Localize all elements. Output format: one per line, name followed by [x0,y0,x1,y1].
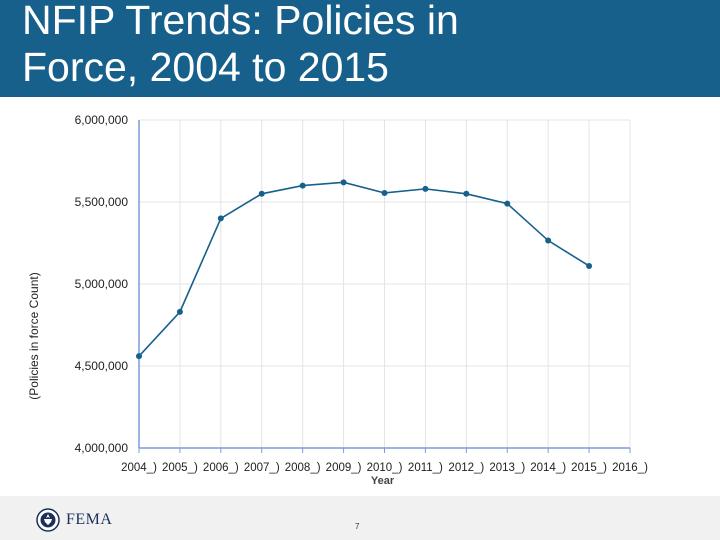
y-tick-label: 5,000,000 [75,277,129,291]
page-number: 7 [355,522,360,531]
x-tick-label: 2012_) [448,462,484,474]
y-tick-label: 4,500,000 [75,359,129,373]
x-tick-label: 2016_) [612,462,648,474]
axes [138,120,631,453]
data-point [299,182,306,189]
x-tick-label: 2006_) [203,462,239,474]
slide-title: NFIP Trends: Policies in Force, 2004 to … [22,0,702,91]
series-policies-in-force [136,179,593,360]
data-point [463,190,470,197]
series-line [138,181,590,357]
y-tick-label: 4,000,000 [75,441,129,455]
x-tick-label: 2008_) [285,462,321,474]
slide-title-line-2: Force, 2004 to 2015 [22,44,389,90]
data-point [504,200,511,207]
x-tick-label: 2009_) [326,462,362,474]
data-point [545,237,552,244]
line-chart: 4,000,000 4,500,000 5,000,000 5,500,000 6,00… [27,113,648,487]
gridlines [139,119,631,448]
x-tick-label: 2015_) [571,462,607,474]
y-axis-title: (Policies in force Count) [27,272,41,399]
axis-labels: 4,000,000 4,500,000 5,000,000 5,500,000 6,00… [27,113,648,487]
x-tick-label: 2005_) [162,462,198,474]
x-tick-label: 2011_) [408,462,443,474]
data-point [340,179,347,186]
fema-logo-text: FEMA [66,511,113,528]
data-point [586,262,593,269]
data-point [381,189,388,196]
x-tick-label: 2007_) [244,462,280,474]
x-tick-label: 2010_) [367,462,403,474]
data-point [217,215,224,222]
slide-title-line-1: NFIP Trends: Policies in [22,0,459,43]
data-point [422,185,429,192]
x-tick-label: 2014_) [530,462,566,474]
dhs-seal-icon [36,508,60,532]
footer-bar [0,496,720,540]
data-point [258,190,265,197]
y-tick-label: 6,000,000 [75,113,129,127]
data-point [176,308,183,315]
y-tick-label: 5,500,000 [75,195,129,209]
x-axis-title: Year [371,475,395,487]
x-tick-label: 2004_) [121,462,157,474]
title-banner: NFIP Trends: Policies in Force, 2004 to … [0,0,720,97]
data-point [136,353,142,360]
x-tick-label: 2013_) [489,462,525,474]
